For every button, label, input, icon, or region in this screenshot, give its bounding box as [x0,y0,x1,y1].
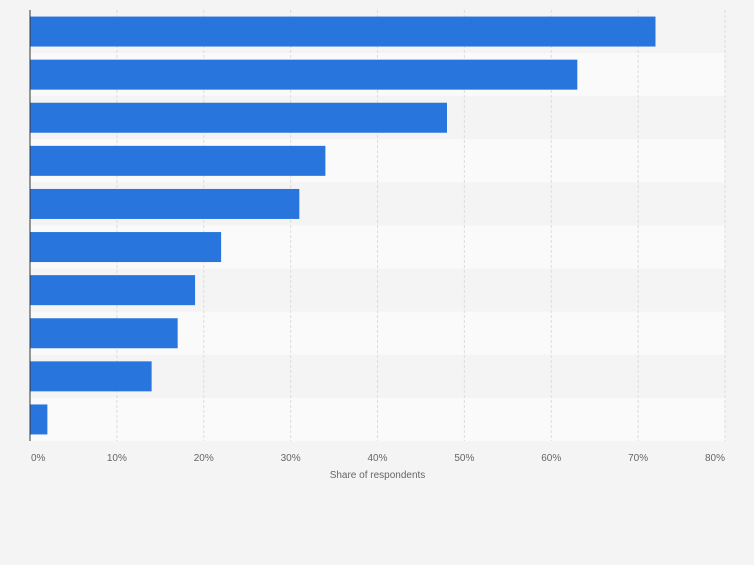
row-band [30,397,725,441]
x-tick-label: 0% [31,453,46,464]
x-tick-label: 70% [628,453,648,464]
x-tick-labels: 0% 10% 20% 30% 40% 50% 60% 70% 80% [31,453,725,464]
x-tick-label: 60% [541,453,561,464]
x-tick-label: 30% [281,453,301,464]
bar [30,318,178,349]
x-tick-label: 50% [454,453,474,464]
x-tick-label: 20% [194,453,214,464]
bars [30,16,656,435]
bar [30,188,300,219]
bar [30,16,656,47]
x-tick-label: 10% [107,453,127,464]
bar [30,404,48,435]
bar [30,361,152,392]
bar [30,275,196,306]
x-tick-label: 80% [705,453,725,464]
bar [30,59,578,90]
x-axis-label: Share of respondents [330,470,426,481]
bar [30,102,447,133]
x-tick-label: 40% [367,453,387,464]
bar [30,145,326,176]
bar [30,232,222,263]
